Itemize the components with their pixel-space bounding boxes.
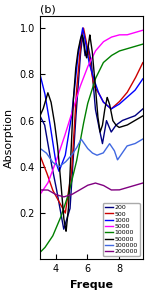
500 <box>120 99 121 102</box>
5000 <box>84 71 86 75</box>
Line: 50000: 50000 <box>40 35 143 231</box>
1000 <box>81 32 83 36</box>
200000 <box>110 188 112 191</box>
50000 <box>121 125 123 128</box>
Line: 1000: 1000 <box>40 28 143 171</box>
500 <box>64 211 66 215</box>
200 <box>121 119 123 122</box>
10000 <box>81 132 82 136</box>
1000 <box>142 77 144 81</box>
5000 <box>121 33 123 37</box>
1000 <box>120 101 121 105</box>
5000 <box>142 29 144 32</box>
5000 <box>50 174 51 178</box>
200 <box>142 107 144 111</box>
Y-axis label: Absorption: Absorption <box>4 108 14 168</box>
5000 <box>81 81 82 84</box>
200000 <box>85 185 86 188</box>
100000 <box>110 143 112 147</box>
200000 <box>119 188 121 191</box>
50000 <box>65 230 67 233</box>
10000 <box>119 49 121 53</box>
1000 <box>85 40 86 44</box>
200 <box>39 114 41 118</box>
200 <box>63 227 65 231</box>
500 <box>39 153 41 157</box>
1000 <box>82 26 84 30</box>
10000 <box>50 238 51 241</box>
500 <box>83 26 84 30</box>
50000 <box>110 109 112 112</box>
500 <box>142 61 144 64</box>
100000 <box>58 165 60 168</box>
Text: (b): (b) <box>40 4 56 14</box>
1000 <box>39 72 41 76</box>
200 <box>85 53 86 56</box>
Line: 10000: 10000 <box>40 44 143 253</box>
200 <box>50 157 51 161</box>
100000 <box>81 138 83 142</box>
500 <box>110 107 112 110</box>
5000 <box>39 193 41 196</box>
200 <box>110 129 112 133</box>
X-axis label: Freque: Freque <box>70 280 113 290</box>
Line: 100000: 100000 <box>40 139 143 167</box>
50000 <box>50 98 51 102</box>
100000 <box>119 154 121 158</box>
Line: 5000: 5000 <box>40 30 143 195</box>
100000 <box>50 157 51 161</box>
500 <box>121 96 123 100</box>
200000 <box>142 181 144 185</box>
1000 <box>58 170 60 173</box>
50000 <box>120 125 121 129</box>
500 <box>50 182 51 186</box>
10000 <box>121 49 123 52</box>
500 <box>85 36 86 39</box>
50000 <box>39 114 41 118</box>
5000 <box>110 36 111 39</box>
200000 <box>50 190 51 193</box>
5000 <box>119 33 121 37</box>
10000 <box>110 54 111 58</box>
1000 <box>50 125 51 129</box>
500 <box>81 35 83 39</box>
50000 <box>85 51 86 55</box>
Legend: 200, 500, 1000, 5000, 10000, 50000, 100000, 200000: 200, 500, 1000, 5000, 10000, 50000, 1000… <box>103 203 140 256</box>
200 <box>120 120 121 124</box>
1000 <box>110 107 112 110</box>
200 <box>81 42 83 46</box>
50000 <box>142 114 144 118</box>
100000 <box>121 151 123 155</box>
200000 <box>81 187 83 191</box>
10000 <box>39 251 41 254</box>
10000 <box>84 113 86 117</box>
Line: 500: 500 <box>40 28 143 213</box>
200000 <box>121 187 123 191</box>
1000 <box>121 100 123 103</box>
50000 <box>81 34 83 37</box>
200000 <box>39 188 41 192</box>
50000 <box>81 33 83 37</box>
Line: 200: 200 <box>40 35 143 229</box>
200 <box>82 33 84 37</box>
100000 <box>39 146 41 150</box>
100000 <box>142 137 144 141</box>
Line: 200000: 200000 <box>40 183 143 197</box>
100000 <box>85 143 86 147</box>
10000 <box>142 42 144 46</box>
200000 <box>63 195 65 199</box>
